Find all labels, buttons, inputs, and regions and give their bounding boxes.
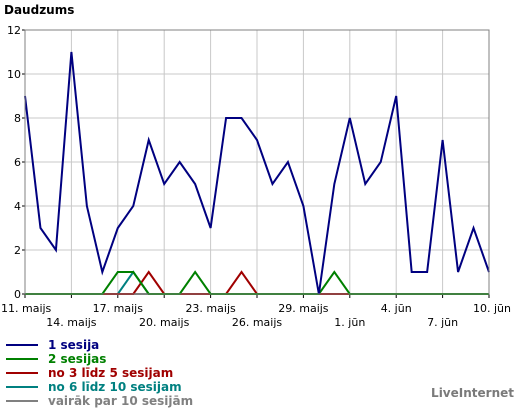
plot-frame (24, 29, 490, 295)
legend-swatch (6, 372, 38, 374)
x-tick-label: 10. jūn (473, 302, 511, 315)
legend-label: 2 sesijas (48, 352, 107, 366)
chart-title: Daudzums (4, 3, 74, 17)
y-tick-label: 8 (14, 112, 21, 125)
legend-label: no 3 līdz 5 sesijam (48, 366, 174, 380)
legend-swatch (6, 386, 38, 388)
legend-item: 2 sesijas (6, 352, 193, 366)
x-tick-label: 1. jūn (334, 316, 365, 329)
legend-label: vairāk par 10 sesijām (48, 394, 194, 408)
legend-item: 1 sesija (6, 338, 193, 352)
series-line (24, 51, 490, 295)
legend-item: no 3 līdz 5 sesijam (6, 366, 193, 380)
x-tick-label: 11. maijs (1, 302, 52, 315)
legend-label: no 6 līdz 10 sesijam (48, 380, 182, 394)
legend-swatch (6, 400, 38, 402)
y-tick-label: 2 (14, 244, 21, 257)
legend-swatch (6, 358, 38, 360)
x-tick-label: 14. maijs (46, 316, 97, 329)
y-tick-label: 6 (14, 156, 21, 169)
legend-label: 1 sesija (48, 338, 100, 352)
y-tick-label: 4 (14, 200, 21, 213)
x-tick-label: 29. maijs (278, 302, 329, 315)
legend-item: vairāk par 10 sesijām (6, 394, 193, 408)
x-tick-label: 23. maijs (185, 302, 236, 315)
y-axis: 0 2 4 6 8 10 12 (7, 24, 25, 301)
y-tick-label: 12 (7, 24, 21, 37)
legend-swatch (6, 344, 38, 346)
x-tick-label: 7. jūn (427, 316, 458, 329)
brand-label: LiveInternet (431, 386, 514, 400)
y-tick-label: 10 (7, 68, 21, 81)
x-tick-label: 26. maijs (232, 316, 283, 329)
x-tick-label: 4. jūn (381, 302, 412, 315)
legend-item: no 6 līdz 10 sesijam (6, 380, 193, 394)
y-tick-label: 0 (14, 288, 21, 301)
legend: 1 sesija 2 sesijas no 3 līdz 5 sesijam no 6… (6, 338, 193, 408)
x-tick-label: 20. maijs (139, 316, 190, 329)
x-tick-label: 17. maijs (93, 302, 144, 315)
